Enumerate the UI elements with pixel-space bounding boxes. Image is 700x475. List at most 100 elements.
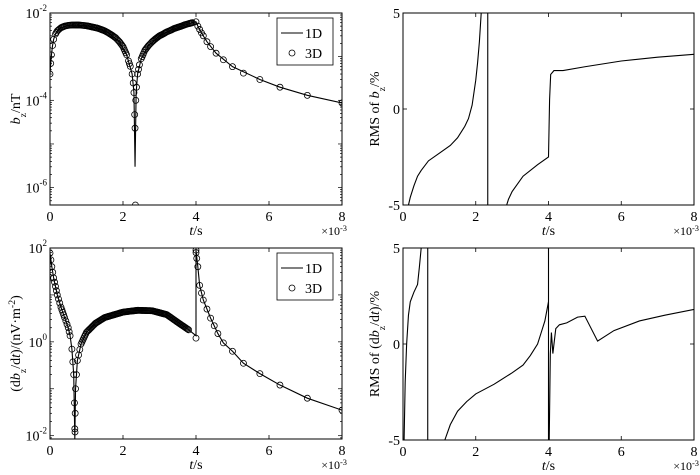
series-3d-marker — [135, 66, 142, 73]
series-3d-marker — [62, 317, 70, 325]
x-tick-label: 8 — [691, 445, 698, 460]
x-multiplier-label: ×10-3 — [673, 224, 699, 239]
y-tick-label: 10-6 — [26, 178, 48, 197]
legend-label-1d: 1D — [305, 262, 322, 277]
series-3d-marker — [72, 385, 79, 393]
series-3d-marker — [132, 201, 139, 205]
y-axis-label: bz/nT — [9, 93, 29, 124]
series-3d-marker — [69, 358, 77, 366]
series-3d-marker — [192, 248, 200, 254]
y-tick-label: 5 — [393, 242, 400, 257]
x-tick-label: 6 — [266, 210, 273, 225]
series-3d-marker — [65, 328, 73, 336]
series-3d-marker — [199, 296, 207, 304]
x-tick-label: 0 — [400, 210, 407, 225]
series-3d-marker — [130, 89, 138, 97]
axes-frame — [402, 247, 695, 441]
series-3d-marker — [303, 394, 311, 402]
y-tick-label: 10-4 — [26, 90, 48, 109]
y-tick-label: 102 — [29, 238, 48, 257]
series-3d-marker — [50, 274, 58, 282]
series-3d-marker — [199, 32, 207, 40]
series-3d-marker — [276, 381, 284, 389]
series-3d-marker — [219, 56, 227, 64]
series-3d-marker — [71, 399, 78, 407]
legend-label-1d: 1D — [305, 27, 322, 42]
series-3d-marker — [118, 41, 126, 49]
series-3d-marker — [193, 255, 201, 262]
y-axis-label: RMS of bz/% — [368, 71, 388, 147]
x-tick-label: 8 — [691, 210, 698, 225]
plot-area — [407, 13, 694, 205]
y-tick-label: 10-2 — [26, 426, 48, 445]
series-3d-marker — [123, 51, 131, 59]
x-multiplier-label: ×10-3 — [321, 224, 347, 239]
series-3d-marker — [194, 263, 202, 271]
series-3d-marker — [229, 63, 236, 71]
y-tick-label: 100 — [29, 332, 48, 351]
series-3d-marker — [52, 283, 59, 290]
series-3d-marker — [203, 305, 211, 313]
series-3d-marker — [136, 61, 143, 69]
x-tick-label: 2 — [472, 210, 479, 225]
series-3d-marker — [50, 70, 54, 78]
series-3d-marker — [212, 49, 220, 57]
x-tick-label: 6 — [266, 444, 273, 459]
series-3d-marker — [64, 324, 72, 332]
series-3d-marker — [129, 79, 137, 87]
series-3d-marker — [240, 359, 247, 367]
series-3d-marker — [229, 347, 236, 355]
series-3d-marker — [56, 299, 64, 307]
x-tick-label: 2 — [120, 444, 127, 459]
x-axis-label: t/s — [542, 459, 555, 474]
x-tick-label: 0 — [400, 445, 407, 460]
series-3d-marker — [196, 281, 204, 289]
x-tick-label: 0 — [47, 210, 54, 225]
series-3d-marker — [131, 124, 139, 132]
x-tick-label: 8 — [339, 444, 346, 459]
series-3d-marker — [188, 19, 196, 27]
y-tick-label: -5 — [388, 434, 400, 449]
series-3d-marker — [52, 287, 60, 295]
axes-frame — [49, 247, 343, 440]
panel-dbz-dt: 0 2 4 6 8 10-2 100 102 t/s ×10-3 (dbz/dt)/(nV·m-2)… — [7, 238, 348, 473]
series-3d-marker — [207, 314, 215, 322]
series-3d-marker — [240, 69, 247, 77]
x-tick-label: 4 — [193, 210, 200, 225]
x-multiplier-label: ×10-3 — [673, 459, 699, 474]
legend-circle-icon — [288, 49, 296, 57]
series-3d-marker — [50, 60, 55, 67]
series-3d-marker — [203, 38, 211, 46]
legend-label-3d: 3D — [305, 282, 322, 297]
rms-curve — [506, 53, 694, 205]
series-3d-marker — [63, 320, 71, 328]
series-3d-marker — [68, 345, 76, 353]
series-3d-marker — [192, 334, 200, 342]
series-3d-marker — [184, 325, 192, 333]
series-3d-marker — [126, 62, 134, 70]
y-tick-label: -5 — [388, 199, 400, 214]
series-3d-marker — [71, 428, 79, 436]
series-3d-marker — [53, 291, 61, 299]
series-3d-marker — [144, 43, 152, 51]
x-tick-label: 4 — [545, 445, 552, 460]
rms-curve — [548, 308, 694, 440]
x-tick-label: 8 — [339, 210, 346, 225]
series-3d-marker — [50, 256, 55, 264]
series-3d-marker — [196, 26, 204, 33]
plot-area — [50, 18, 342, 205]
series-3d-marker — [198, 289, 205, 297]
y-tick-label: 10-2 — [26, 3, 48, 22]
legend-box — [276, 17, 334, 66]
axes-frame — [49, 12, 343, 206]
x-axis-label: t/s — [189, 458, 202, 473]
series-3d-marker — [338, 99, 342, 107]
legend-circle-icon — [288, 284, 296, 292]
x-axis-label: t/s — [542, 224, 555, 239]
